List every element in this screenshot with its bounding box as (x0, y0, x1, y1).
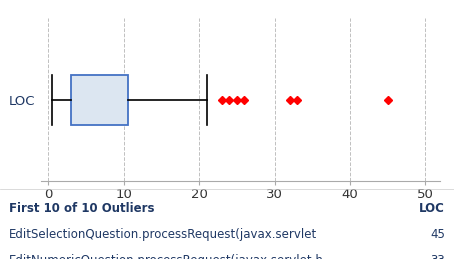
Text: First 10 of 10 Outliers: First 10 of 10 Outliers (9, 202, 154, 215)
Text: LOC: LOC (419, 202, 445, 215)
FancyBboxPatch shape (71, 75, 128, 125)
Text: EditSelectionQuestion.processRequest(javax.servlet: EditSelectionQuestion.processRequest(jav… (9, 228, 317, 241)
Text: EditNumericQuestion.processRequest(javax.servlet.h: EditNumericQuestion.processRequest(javax… (9, 254, 324, 259)
Text: 45: 45 (430, 228, 445, 241)
Text: 33: 33 (430, 254, 445, 259)
